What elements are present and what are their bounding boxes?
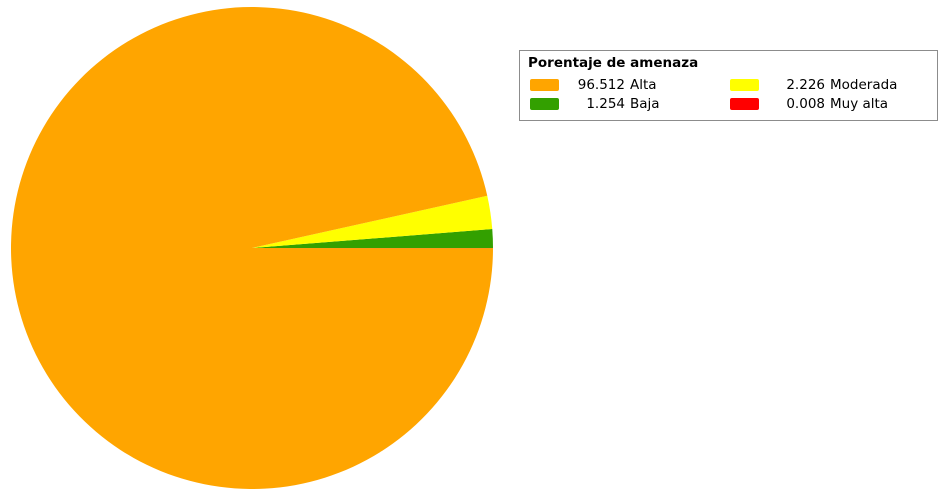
legend-value: 1.254 [586, 96, 625, 112]
legend-item-moderada: 2.226 Moderada [730, 77, 930, 93]
legend-value: 2.226 [786, 77, 825, 93]
legend-swatch [530, 98, 559, 110]
pie-slice-moderada [252, 195, 493, 248]
legend: Porentaje de amenaza 96.512 Alta 2.226 M… [519, 50, 938, 121]
legend-swatch [730, 79, 759, 91]
legend-value: 96.512 [577, 77, 625, 93]
legend-value: 0.008 [786, 96, 825, 112]
legend-swatch [730, 98, 759, 110]
legend-item-alta: 96.512 Alta [530, 77, 730, 93]
legend-label: Moderada [830, 77, 898, 93]
legend-item-muy-alta: 0.008 Muy alta [730, 96, 930, 112]
legend-swatch [530, 79, 559, 91]
legend-title: Porentaje de amenaza [528, 55, 699, 71]
legend-item-baja: 1.254 Baja [530, 96, 730, 112]
legend-label: Baja [630, 96, 660, 112]
legend-label: Muy alta [830, 96, 889, 112]
legend-items: 96.512 Alta 2.226 Moderada 1.254 Baja 0.… [530, 77, 930, 112]
pie-slice-baja [252, 229, 493, 248]
pie-slice-alta [11, 7, 494, 490]
legend-label: Alta [630, 77, 657, 93]
